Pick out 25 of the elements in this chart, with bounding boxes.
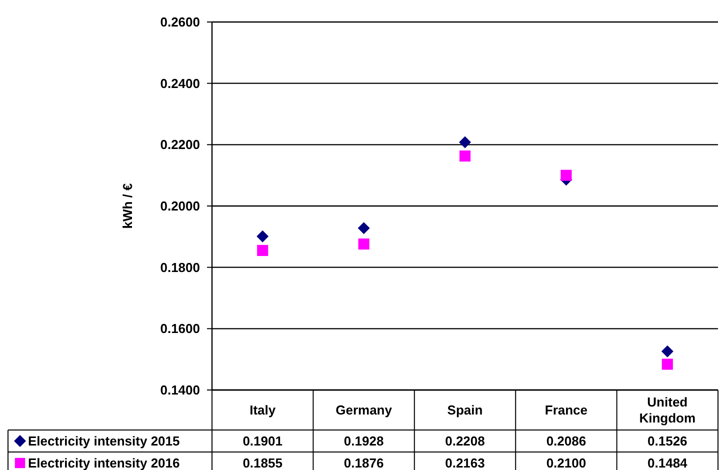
y-tick-label: 0.1600 xyxy=(160,321,200,336)
data-label: 0.1484 xyxy=(648,456,688,470)
data-label: 0.2163 xyxy=(445,456,485,470)
x-tick-label: Italy xyxy=(250,402,276,418)
y-tick-label: 0.1800 xyxy=(160,260,200,275)
data-label: 0.2086 xyxy=(546,434,586,449)
x-tick-label: United Kingdom xyxy=(639,394,696,426)
y-tick-label: 0.1400 xyxy=(160,382,200,398)
y-tick-label: 0.2000 xyxy=(160,198,200,214)
x-tick-label: Spain xyxy=(447,402,483,418)
y-tick-label: 0.2400 xyxy=(160,76,200,91)
data-label: 0.2100 xyxy=(546,456,586,470)
data-label: 0.1901 xyxy=(242,434,282,449)
legend-label: Electricity intensity 2015 xyxy=(28,434,180,449)
y-tick-label: 0.2600 xyxy=(160,14,200,30)
data-label: 0.1526 xyxy=(648,434,688,449)
y-axis-title: kWh / € xyxy=(120,183,135,229)
data-label: 0.1928 xyxy=(344,434,384,449)
y-tick-label: 0.2200 xyxy=(160,137,200,152)
x-tick-label: France xyxy=(544,402,588,418)
data-label: 0.1855 xyxy=(242,456,282,470)
legend-label: Electricity intensity 2016 xyxy=(28,456,180,470)
data-label: 0.1876 xyxy=(344,456,384,470)
data-label: 0.2208 xyxy=(445,434,485,449)
x-tick-label: Germany xyxy=(336,402,393,418)
